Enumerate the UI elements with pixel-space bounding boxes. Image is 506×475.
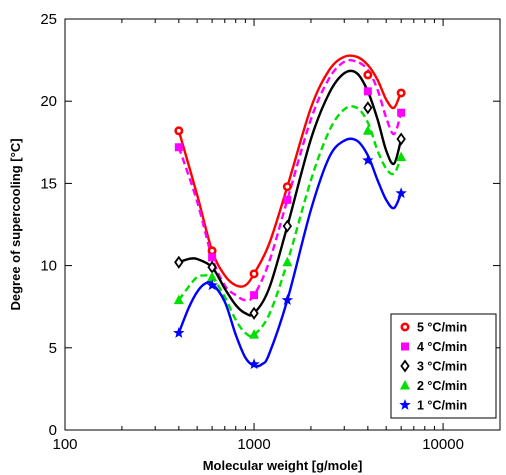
data-point — [396, 151, 407, 162]
data-point — [173, 327, 185, 338]
data-point — [208, 253, 217, 262]
series-markers — [173, 70, 407, 370]
data-point — [249, 329, 260, 339]
data-point — [362, 125, 373, 135]
x-tick-label: 10000 — [422, 436, 464, 453]
data-point — [362, 154, 374, 166]
series-line-5 — [177, 137, 403, 368]
legend-marker — [400, 322, 410, 332]
data-point — [173, 294, 184, 305]
data-point — [396, 132, 406, 146]
series-line-4 — [177, 105, 403, 338]
legend-entry-label: 2 °C/min — [417, 379, 467, 393]
data-point — [174, 255, 184, 269]
data-point — [174, 126, 184, 136]
data-point — [248, 358, 260, 370]
legend-marker — [401, 342, 409, 351]
data-point — [363, 87, 372, 96]
y-tick-label: 5 — [49, 340, 57, 357]
data-point — [363, 101, 373, 115]
data-point — [395, 187, 407, 199]
legend: 5 °C/min 4 °C/min 3 °C/min 2 °C/min 1 °C/min — [390, 313, 497, 419]
y-tick-label: 20 — [40, 93, 57, 110]
x-tick-label: 1000 — [237, 436, 270, 453]
y-tick-label: 15 — [40, 175, 57, 192]
legend-entry-label: 1 °C/min — [417, 399, 467, 413]
data-point — [283, 195, 292, 204]
y-tick-label: 0 — [49, 422, 57, 439]
data-point — [250, 291, 259, 300]
data-point — [397, 108, 406, 117]
data-point — [282, 219, 293, 233]
y-axis-ticks: 0 5 10 15 20 25 — [40, 11, 500, 439]
legend-marker — [399, 399, 411, 410]
data-point — [249, 269, 259, 279]
y-tick-label: 10 — [40, 258, 57, 275]
series-line-1 — [177, 54, 403, 288]
legend-entry-label: 5 °C/min — [417, 321, 467, 335]
legend-marker — [400, 380, 410, 390]
y-tick-label: 25 — [40, 11, 57, 28]
legend-entry-label: 4 °C/min — [417, 340, 467, 354]
legend-marker — [400, 359, 410, 373]
x-axis-ticks: 100 1000 10000 — [52, 19, 501, 453]
series-line-2 — [177, 58, 403, 302]
data-point — [281, 294, 294, 305]
y-axis-label: Degree of supercooling [°C] — [8, 138, 23, 310]
data-point — [206, 279, 218, 291]
data-point — [282, 256, 293, 267]
data-point — [207, 246, 217, 256]
plot-frame — [64, 18, 501, 431]
data-point — [207, 271, 218, 282]
x-tick-label: 100 — [52, 436, 77, 453]
data-point — [249, 306, 259, 320]
x-axis-label: Molecular weight [g/mole] — [203, 458, 363, 473]
data-point — [174, 143, 183, 152]
data-point — [396, 88, 406, 98]
data-point — [282, 182, 292, 192]
legend-entry-label: 3 °C/min — [417, 360, 467, 374]
data-point — [363, 70, 373, 80]
